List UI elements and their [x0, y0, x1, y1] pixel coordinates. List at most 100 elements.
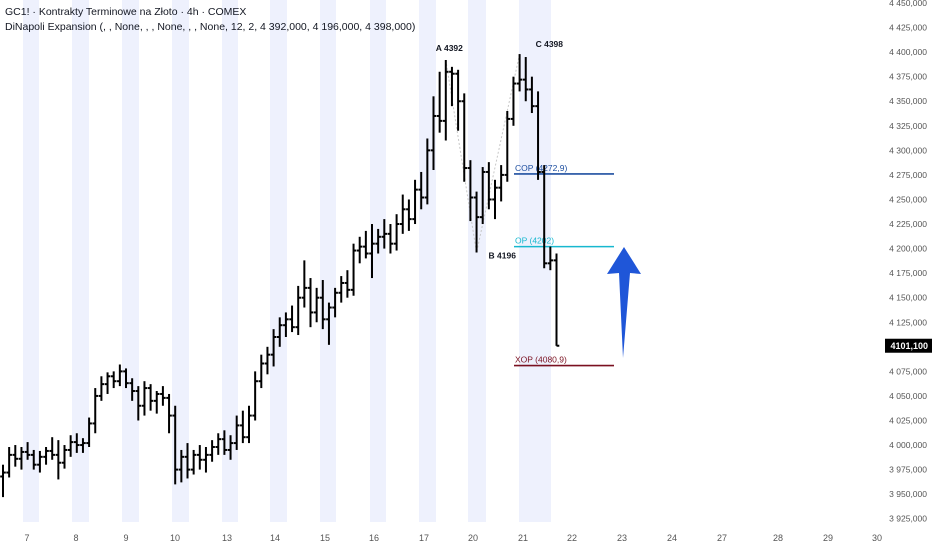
ohlc-bar [18, 447, 25, 470]
ohlc-bar [209, 440, 215, 462]
ohlc-bar [350, 243, 357, 296]
ohlc-bar [49, 437, 55, 460]
session-band [370, 0, 386, 522]
up-arrow-icon [607, 247, 641, 358]
date-tick-label: 14 [270, 533, 280, 543]
ohlc-bar [129, 378, 135, 401]
price-axis[interactable]: 3 925,000 3 950,000 3 975,000 4 000,000 4 02… [889, 0, 927, 524]
session-band [222, 0, 238, 522]
price-badge-text: 4101,100 [890, 341, 928, 351]
abc-label-b: B 4196 [489, 251, 517, 261]
ohlc-bar [473, 191, 480, 253]
ohlc-bar [461, 93, 468, 182]
price-tick-label: 4 175,000 [889, 268, 927, 278]
price-tick-label: 4 250,000 [889, 194, 927, 204]
ohlc-bar [320, 280, 326, 330]
price-tick-label: 4 375,000 [889, 72, 927, 82]
date-tick-label: 22 [567, 533, 577, 543]
ohlc-bar [240, 410, 246, 444]
ohlc-bar [553, 253, 560, 347]
price-tick-label: 4 450,000 [889, 0, 927, 8]
price-tick-label: 4 025,000 [889, 415, 927, 425]
ohlc-bar [486, 162, 492, 210]
price-tick-label: 3 925,000 [889, 514, 927, 524]
ohlc-bar [43, 447, 49, 465]
chart-legend: GC1! · Kontrakty Terminowe na Złoto · 4h… [5, 5, 415, 35]
abc-label-c: C 4398 [536, 39, 564, 49]
ohlc-bar [233, 415, 240, 450]
price-tick-label: 4 075,000 [889, 366, 927, 376]
date-tick-label: 13 [222, 533, 232, 543]
ohlc-bar [492, 179, 498, 220]
ohlc-bar [369, 224, 375, 279]
ohlc-bar [12, 445, 19, 467]
ohlc-bar [326, 302, 332, 345]
ohlc-bar [80, 438, 86, 453]
price-tick-label: 3 950,000 [889, 489, 927, 499]
date-tick-label: 10 [170, 533, 180, 543]
ohlc-bar [387, 224, 394, 254]
session-band [320, 0, 336, 522]
indicator-title[interactable]: DiNapoli Expansion (, , None, , , None, … [5, 21, 416, 33]
ohlc-bar [246, 405, 252, 444]
ohlc-bar [153, 391, 160, 414]
ohlc-bar [344, 270, 351, 298]
price-tick-label: 3 975,000 [889, 465, 927, 475]
price-tick-label: 4 425,000 [889, 23, 927, 33]
time-axis[interactable]: 7 8 9 10 13 14 15 16 17 20 21 22 23 24 27 28 29 30 [24, 533, 882, 543]
symbol-title[interactable]: GC1! · Kontrakty Terminowe na Złoto · 4h… [5, 6, 247, 18]
session-band [23, 0, 39, 522]
ohlc-bar [356, 236, 363, 264]
ohlc-bar [190, 449, 197, 475]
ohlc-bar [313, 287, 320, 323]
ohlc-bar [227, 435, 234, 460]
ohlc-bar [467, 160, 474, 222]
session-band [172, 0, 189, 522]
price-tick-label: 4 275,000 [889, 170, 927, 180]
ohlc-bar [399, 194, 406, 234]
ohlc-bar [529, 76, 535, 114]
ohlc-bar [184, 443, 191, 479]
ohlc-bar [443, 59, 449, 141]
ohlc-bar [110, 371, 117, 389]
price-tick-label: 4 000,000 [889, 440, 927, 450]
ohlc-bar [332, 287, 338, 318]
date-tick-label: 21 [518, 533, 528, 543]
date-tick-label: 30 [872, 533, 882, 543]
date-tick-label: 9 [123, 533, 128, 543]
price-bars[interactable] [0, 54, 560, 498]
ohlc-bar [252, 371, 258, 421]
ohlc-bar [381, 219, 388, 249]
ohlc-bar [0, 464, 6, 498]
ohlc-bar [424, 138, 431, 205]
ohlc-bar [24, 442, 31, 460]
date-tick-label: 23 [617, 533, 627, 543]
ohlc-bar [406, 199, 412, 231]
ohlc-bar [215, 433, 222, 455]
current-price-badge: 4101,100 [885, 338, 932, 353]
ohlc-bar [301, 260, 308, 308]
ohlc-bar [295, 285, 301, 336]
date-tick-label: 8 [73, 533, 78, 543]
date-tick-label: 28 [773, 533, 783, 543]
abc-label-a: A 4392 [436, 43, 463, 53]
ohlc-bar [67, 435, 74, 457]
ohlc-bar [283, 312, 289, 337]
ohlc-bar [430, 96, 437, 170]
date-tick-label: 20 [468, 533, 478, 543]
ohlc-bar [166, 393, 172, 434]
session-band [270, 0, 287, 522]
date-tick-label: 27 [717, 533, 727, 543]
price-tick-label: 4 125,000 [889, 317, 927, 327]
ohlc-bar [307, 278, 314, 328]
ohlc-bar [436, 71, 443, 133]
ohlc-bar [516, 54, 523, 92]
ohlc-bar [535, 91, 541, 180]
ohlc-bar [37, 450, 43, 473]
ohlc-bar [510, 76, 517, 126]
price-tick-label: 4 200,000 [889, 244, 927, 254]
ohlc-bar [449, 66, 455, 107]
ohlc-bar [30, 449, 37, 470]
ohlc-bar [522, 57, 529, 102]
